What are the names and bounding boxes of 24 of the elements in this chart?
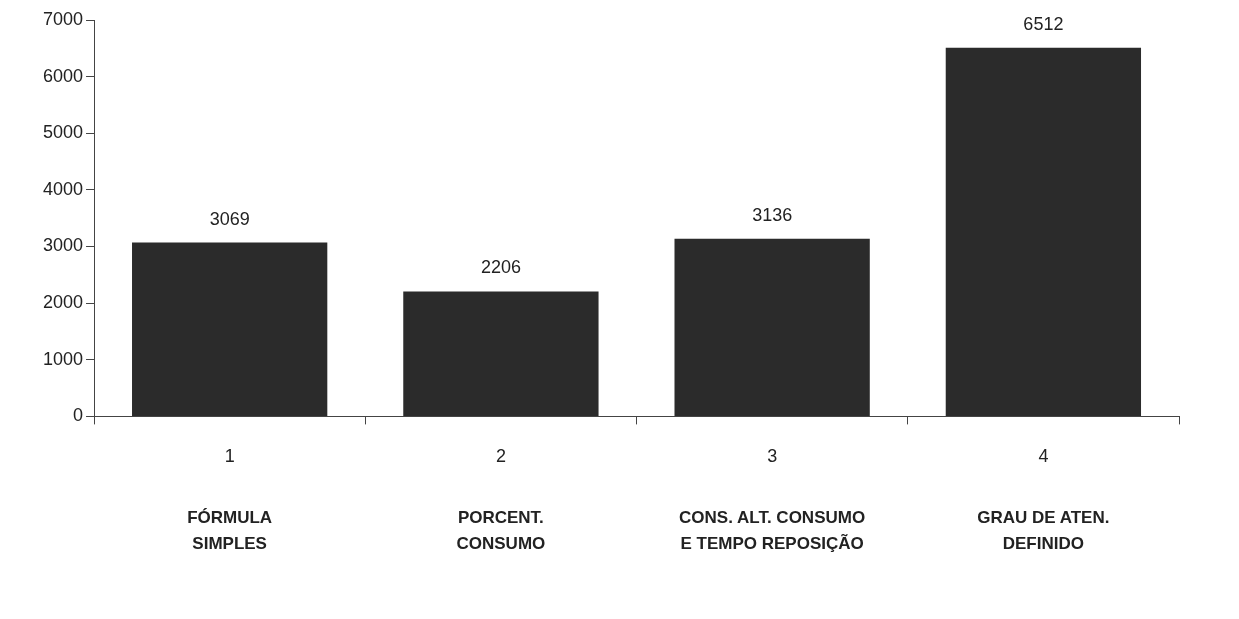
text: PORCENT. CONSUMO xyxy=(455,507,547,555)
bar xyxy=(132,242,328,416)
y-tick-label: 1000 xyxy=(43,348,84,369)
data-label: 3069 xyxy=(209,208,250,229)
y-tick-label: 4000 xyxy=(43,178,84,199)
y-tick-label: 2000 xyxy=(43,292,84,313)
data-label: 3136 xyxy=(752,204,793,225)
y-tick-label: 0 xyxy=(73,405,84,426)
data-label: 2206 xyxy=(480,257,521,278)
x-tick-label: 1 xyxy=(224,446,235,467)
bar xyxy=(403,291,599,416)
text: FÓRMULA SIMPLES xyxy=(186,507,274,555)
bar xyxy=(674,238,870,416)
y-tick-label: 7000 xyxy=(43,8,84,29)
data-label: 6512 xyxy=(1023,13,1064,34)
x-tick-label: 2 xyxy=(495,446,506,467)
x-tick-label: 4 xyxy=(1038,446,1049,467)
y-tick-label: 5000 xyxy=(43,122,84,143)
text: CONS. ALT. CONSUMO E TEMPO REPOSIÇÃO xyxy=(678,507,867,555)
x-tick-label: 3 xyxy=(767,446,778,467)
text: GRAU DE ATEN. DEFINIDO xyxy=(976,507,1111,555)
y-tick-label: 3000 xyxy=(43,235,84,256)
y-tick-label: 6000 xyxy=(43,65,84,86)
bar xyxy=(945,47,1142,416)
